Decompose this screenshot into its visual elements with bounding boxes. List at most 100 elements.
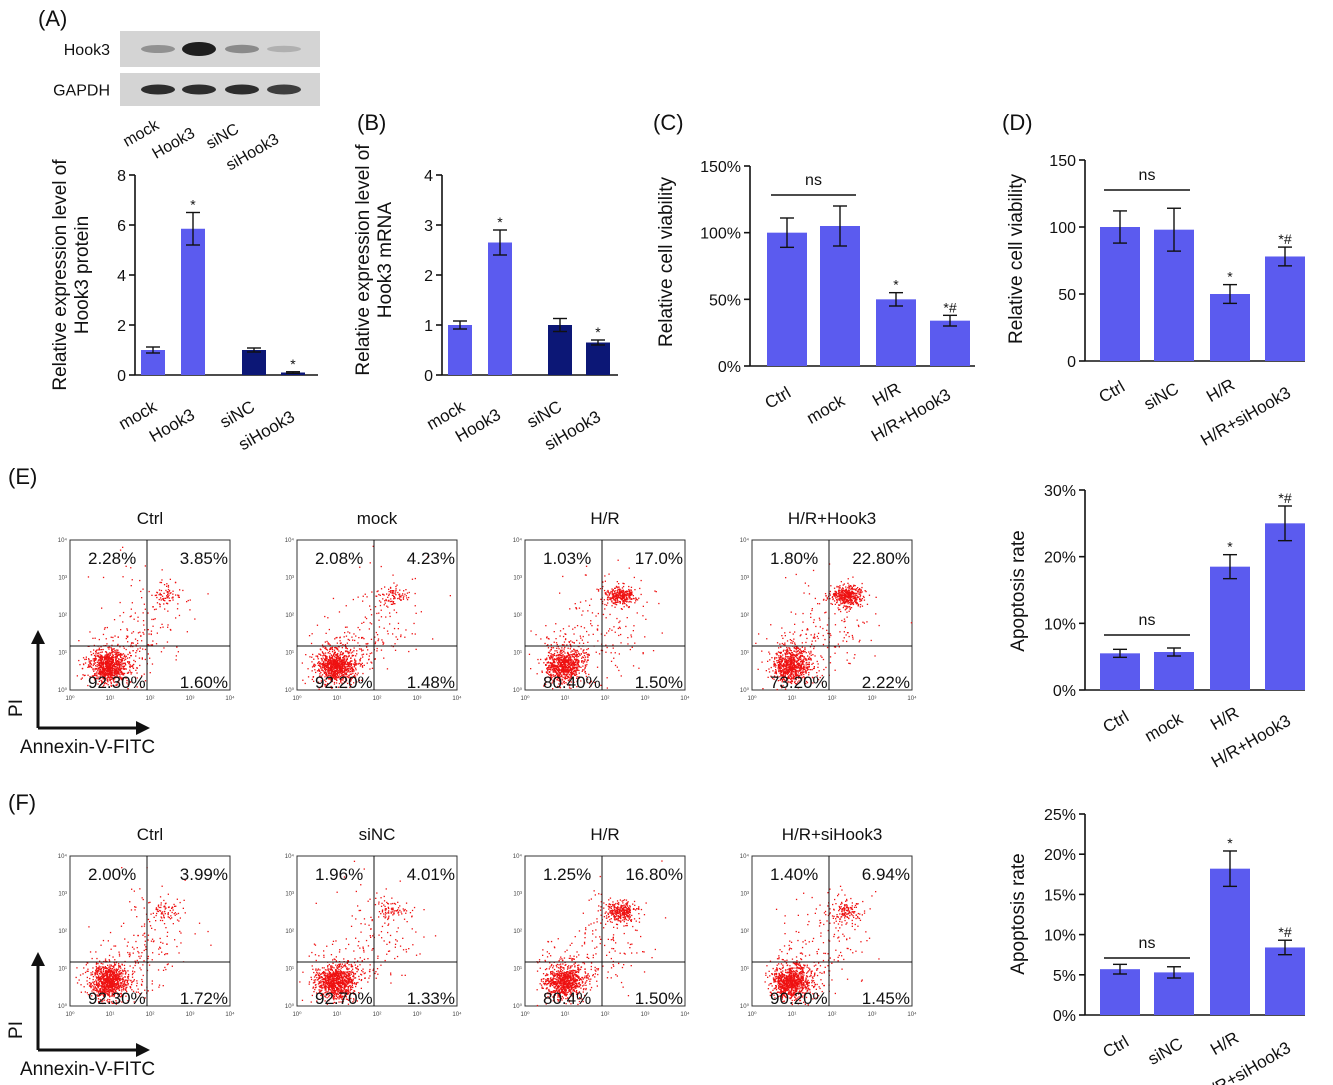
- flow-dot: [615, 594, 618, 596]
- flow-dot: [812, 621, 815, 624]
- flow-dot: [126, 628, 128, 630]
- flow-dot: [109, 657, 111, 659]
- flow-dot: [806, 669, 808, 671]
- flow-dot: [792, 673, 794, 675]
- flow-dot: [618, 597, 620, 599]
- flow-dot: [90, 662, 92, 665]
- flow-dot: [640, 593, 642, 596]
- flow-dot: [414, 577, 416, 580]
- flow-dot: [790, 642, 792, 644]
- flow-dot: [340, 670, 342, 672]
- flow-dot: [776, 657, 778, 659]
- flow-dot: [397, 628, 399, 630]
- flow-dot: [345, 646, 347, 648]
- flow-dot: [859, 588, 861, 590]
- flow-dot: [352, 668, 354, 670]
- flow-dot: [794, 647, 796, 650]
- flow-dot: [800, 650, 802, 652]
- flow-dot: [781, 679, 784, 682]
- flow-dot: [116, 657, 118, 659]
- flow-dot: [611, 588, 613, 590]
- flow-dot: [360, 648, 362, 650]
- flow-dot: [334, 669, 337, 672]
- flow-dot: [795, 679, 797, 681]
- flow-dot: [615, 601, 618, 604]
- flow-dot: [124, 662, 126, 664]
- flow-dot: [530, 668, 532, 670]
- flow-dot: [800, 664, 803, 666]
- flow-dot: [108, 668, 110, 671]
- flow-dot: [340, 661, 342, 663]
- flow-dot: [333, 658, 336, 660]
- flow-dot: [315, 655, 317, 657]
- flow-dot: [144, 608, 146, 610]
- flow-dot: [101, 681, 103, 683]
- flow-dot: [789, 660, 791, 662]
- flow-dot: [106, 669, 108, 671]
- flow-dot: [632, 630, 634, 632]
- flow-dot: [580, 648, 582, 650]
- flow-dot: [167, 595, 169, 598]
- flow-dot: [325, 660, 327, 662]
- flow-dot: [574, 649, 576, 651]
- flow-dot: [553, 652, 556, 655]
- flow-dot: [797, 687, 799, 689]
- flow-dot: [320, 663, 322, 665]
- flow-dot: [319, 673, 321, 675]
- flow-dot: [336, 661, 338, 663]
- flow-dot: [342, 663, 344, 665]
- flow-dot: [109, 676, 112, 678]
- flow-dot: [352, 654, 355, 657]
- flow-dot: [784, 667, 787, 670]
- flow-dot: [347, 651, 349, 653]
- flow-dot: [861, 605, 864, 607]
- flow-dot: [325, 684, 327, 686]
- flow-dot: [340, 659, 342, 661]
- flow-dot: [787, 657, 789, 659]
- flow-dot: [311, 633, 313, 635]
- flow-dot: [626, 617, 628, 619]
- flow-dot: [358, 662, 360, 664]
- flow-dot: [570, 661, 572, 663]
- flow-dot: [838, 604, 840, 606]
- flow-dot: [330, 678, 332, 680]
- flow-dot: [802, 650, 805, 652]
- flow-dot: [783, 668, 785, 670]
- flow-dot: [794, 650, 796, 652]
- flow-dot: [551, 674, 553, 676]
- flow-dot: [116, 670, 119, 672]
- flow-dot: [559, 662, 562, 665]
- flow-dot: [584, 667, 586, 670]
- flow-dot: [335, 654, 337, 656]
- flow-dot: [794, 631, 796, 633]
- flow-dot: [376, 612, 378, 615]
- flow-dot: [89, 631, 91, 633]
- flow-dot: [323, 670, 325, 672]
- quadrant-lr-percent: 1.50%: [635, 673, 683, 692]
- flow-dot: [130, 655, 132, 657]
- flow-dot: [325, 672, 327, 674]
- flow-dot: [362, 600, 364, 602]
- flow-dot: [127, 635, 129, 637]
- flow-dot: [605, 593, 607, 596]
- flow-dot: [784, 670, 786, 672]
- flow-dot: [554, 650, 556, 652]
- flow-dot: [151, 618, 153, 621]
- flow-dot: [313, 680, 315, 682]
- flow-dot: [603, 589, 606, 592]
- flow-dot: [786, 660, 788, 662]
- flow-dot: [568, 676, 570, 678]
- flow-dot: [798, 675, 800, 677]
- flow-dot: [379, 604, 382, 607]
- flow-dot: [630, 601, 632, 603]
- flow-dot: [810, 652, 812, 654]
- flow-dot: [787, 661, 789, 663]
- flow-dot: [564, 646, 566, 649]
- flow-dot: [786, 665, 788, 667]
- flow-dot: [341, 664, 344, 666]
- flow-dot: [336, 679, 338, 681]
- flow-dot: [137, 642, 139, 644]
- flow-dot: [390, 591, 392, 594]
- flow-dot: [330, 686, 332, 689]
- flow-dot: [620, 675, 622, 677]
